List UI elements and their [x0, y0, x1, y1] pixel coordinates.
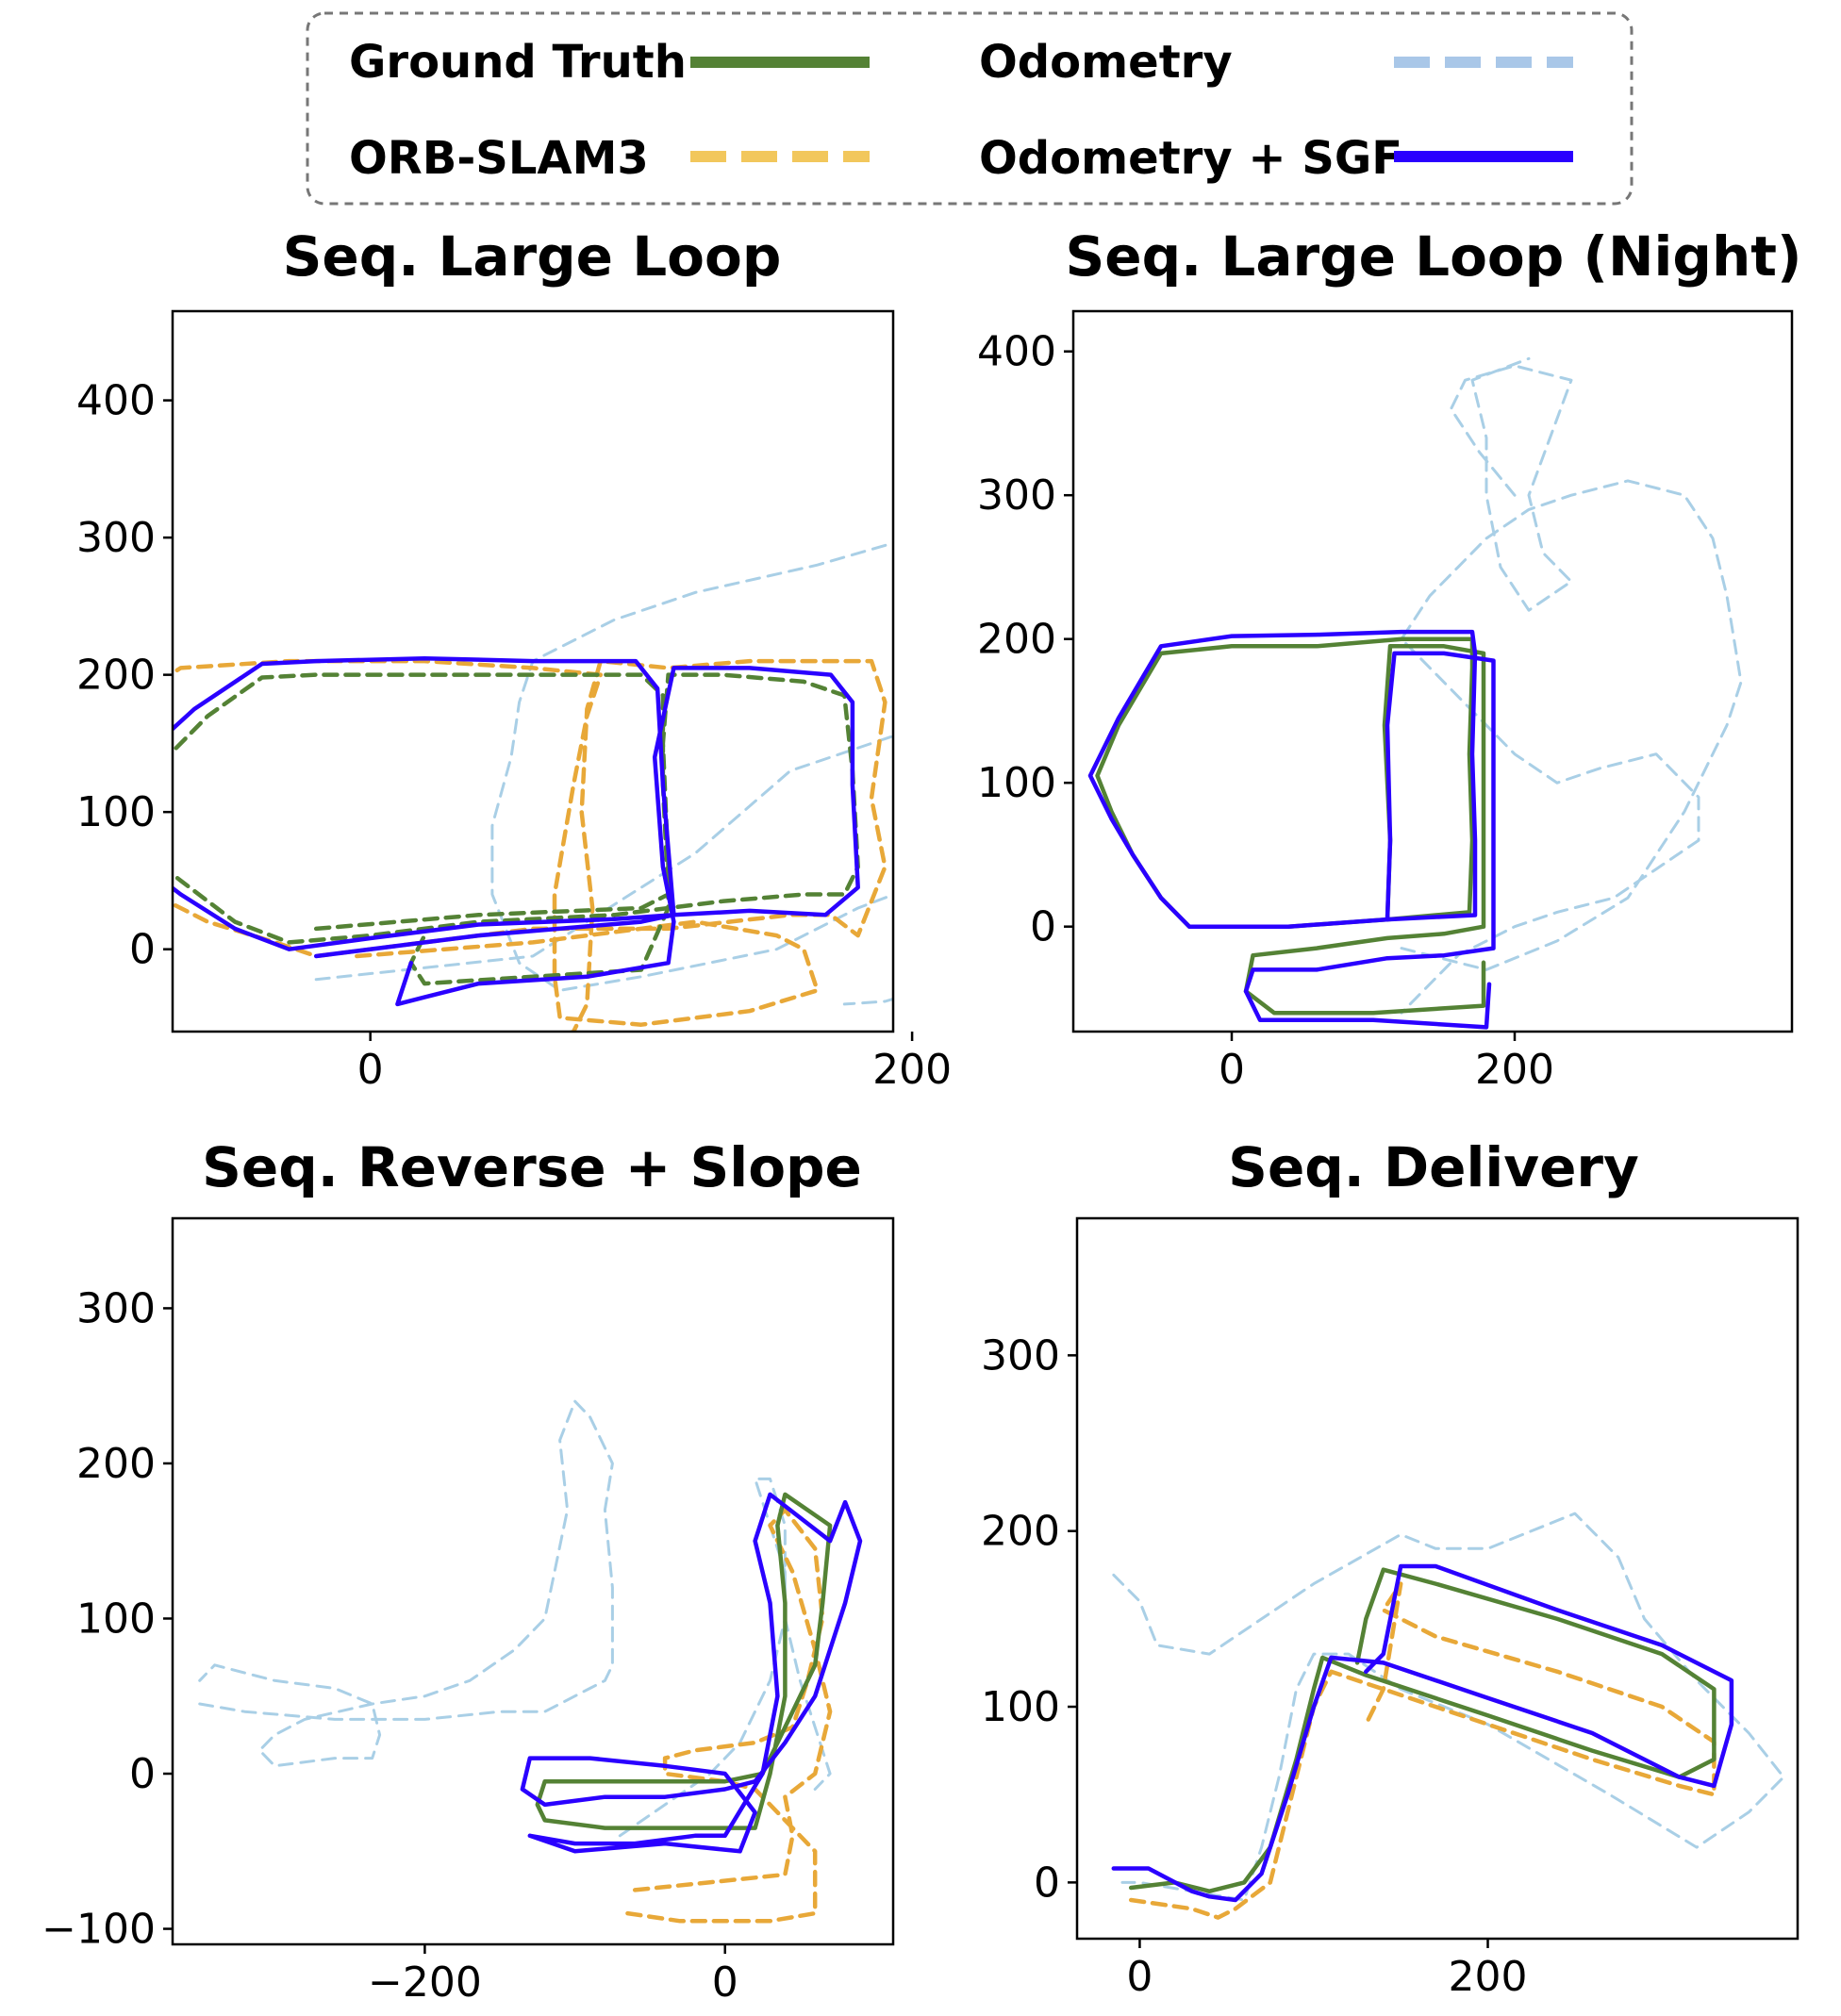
y-tick-label: 200	[981, 1508, 1060, 1556]
x-tick-label: 200	[1449, 1953, 1528, 2001]
panel-seq-large-loop-night: Seq. Large Loop (Night) 0 200 0 100 200 300 400	[977, 224, 1801, 1094]
y-tick-label: 200	[76, 1440, 156, 1488]
axes-frame	[171, 309, 895, 1033]
legend: Ground Truth Odometry ORB-SLAM3 Odometry…	[306, 11, 1634, 206]
series-ground-truth-inner	[1243, 644, 1486, 1016]
y-tick-label: 0	[1030, 903, 1056, 951]
x-tick-label: 200	[872, 1046, 952, 1094]
y-tick-label: 400	[76, 377, 156, 425]
plot-area	[1087, 356, 1743, 1030]
series-ground-truth	[1128, 1567, 1717, 1893]
series-odometry	[1400, 479, 1743, 1015]
series-ground-truth	[1095, 636, 1475, 929]
y-tick-label: 100	[981, 1683, 1060, 1731]
legend-label-odometry: Odometry	[979, 36, 1233, 89]
series-orb-slam3	[625, 1508, 833, 1924]
series-odometry-sgf	[173, 655, 860, 1007]
series-orb-slam3	[173, 658, 887, 1032]
series-orb-slam3	[1128, 1581, 1717, 1920]
series-odometry-sgf-inner	[1243, 651, 1496, 1030]
y-tick-label: 400	[977, 328, 1056, 376]
series-odometry-branch	[1450, 356, 1573, 612]
y-tick-label: 100	[977, 759, 1056, 807]
x-tick-label: 0	[1126, 1953, 1153, 2001]
panel-title: Seq. Reverse + Slope	[202, 1135, 862, 1199]
y-tick-label: 300	[977, 471, 1056, 520]
y-tick-label: 300	[981, 1331, 1060, 1380]
series-odometry	[314, 541, 893, 1006]
series-odometry	[198, 1399, 614, 1768]
y-tick-label: 0	[129, 926, 156, 974]
panel-title: Seq. Delivery	[1228, 1135, 1639, 1199]
y-tick-label: 0	[129, 1750, 156, 1798]
y-tick-label: 100	[76, 788, 156, 836]
y-tick-label: 200	[76, 652, 156, 700]
plot-area	[198, 1399, 863, 1924]
panel-seq-reverse-slope: Seq. Reverse + Slope −200 0 −100 0 100 200 300	[41, 1135, 895, 2007]
y-tick-label: 200	[977, 616, 1056, 664]
series-odometry-sgf	[1087, 629, 1478, 929]
plot-area	[173, 541, 893, 1032]
legend-frame	[306, 11, 1634, 206]
x-tick-label: 0	[1219, 1046, 1245, 1094]
x-tick-label: −200	[368, 1958, 482, 2007]
panel-seq-delivery: Seq. Delivery 0 200 0 100 200 300	[981, 1135, 1800, 2001]
series-odometry-sgf	[1111, 1563, 1734, 1903]
y-tick-label: 300	[76, 514, 156, 562]
legend-label-odometry-sgf: Odometry + SGF	[979, 132, 1402, 185]
axes-frame	[171, 1216, 895, 1946]
y-tick-label: 100	[76, 1595, 156, 1643]
y-tick-label: 0	[1034, 1859, 1060, 1907]
panel-title: Seq. Large Loop	[283, 224, 782, 289]
legend-label-orb-slam3: ORB-SLAM3	[349, 132, 649, 185]
axes-frame	[1075, 1216, 1800, 1941]
panel-title: Seq. Large Loop (Night)	[1066, 224, 1802, 289]
y-tick-label: −100	[41, 1906, 156, 1954]
plot-area	[1111, 1512, 1785, 1920]
x-tick-label: 200	[1475, 1046, 1554, 1094]
panel-seq-large-loop: Seq. Large Loop 0 200 0 100 200 300 400	[76, 224, 952, 1094]
y-tick-label: 300	[76, 1284, 156, 1332]
series-odometry-sgf	[520, 1492, 863, 1854]
series-ground-truth	[535, 1492, 833, 1830]
axes-frame	[1071, 309, 1794, 1033]
legend-label-ground-truth: Ground Truth	[349, 36, 687, 89]
x-tick-label: 0	[712, 1958, 738, 2007]
x-tick-label: 0	[357, 1046, 384, 1094]
series-odometry	[1112, 1512, 1785, 1902]
